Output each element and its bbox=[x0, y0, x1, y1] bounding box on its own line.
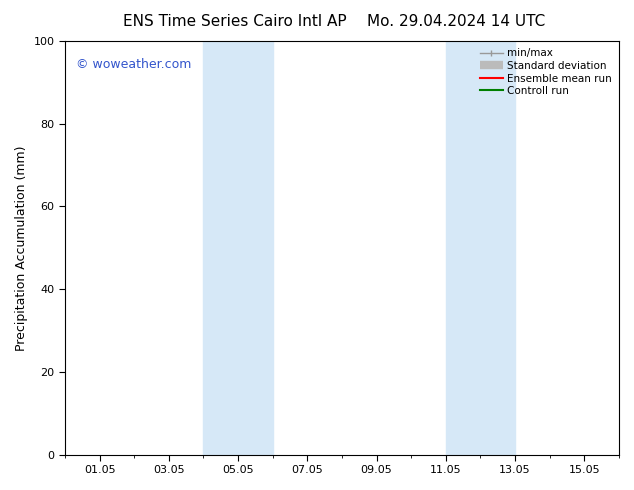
Text: ENS Time Series Cairo Intl AP: ENS Time Series Cairo Intl AP bbox=[123, 14, 346, 29]
Bar bbox=[446, 41, 515, 455]
Bar bbox=[204, 41, 273, 455]
Text: Mo. 29.04.2024 14 UTC: Mo. 29.04.2024 14 UTC bbox=[367, 14, 546, 29]
Y-axis label: Precipitation Accumulation (mm): Precipitation Accumulation (mm) bbox=[15, 145, 28, 350]
Text: © woweather.com: © woweather.com bbox=[76, 58, 191, 71]
Legend: min/max, Standard deviation, Ensemble mean run, Controll run: min/max, Standard deviation, Ensemble me… bbox=[478, 46, 614, 98]
